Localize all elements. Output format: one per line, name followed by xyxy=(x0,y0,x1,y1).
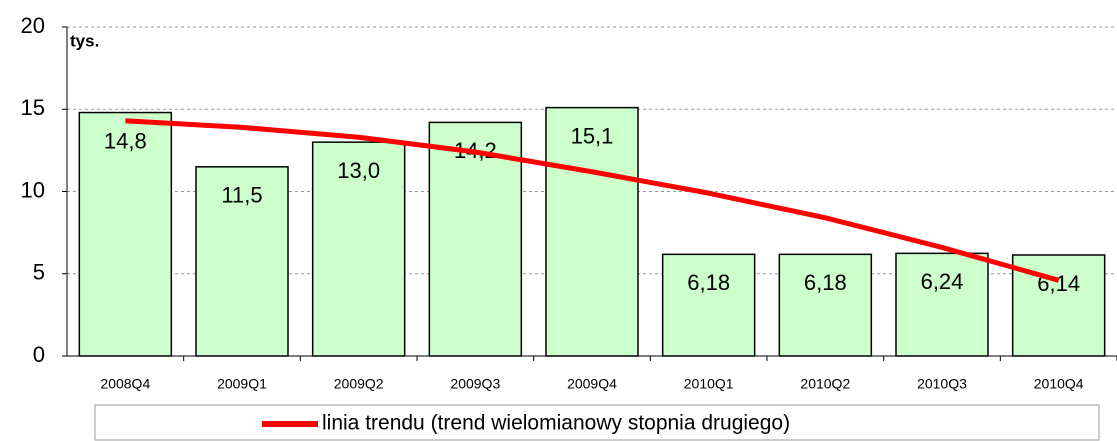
value-label: 15,1 xyxy=(571,123,614,148)
bar xyxy=(311,141,406,357)
x-tick-label: 2009Q2 xyxy=(334,376,384,392)
bar xyxy=(545,106,639,357)
y-tick-label: 10 xyxy=(21,177,45,202)
value-label: 6,18 xyxy=(804,270,847,295)
y-tick-label: 20 xyxy=(21,13,45,38)
bar xyxy=(661,253,756,357)
value-label: 6,24 xyxy=(921,269,964,294)
bar xyxy=(195,166,289,357)
x-tick-label: 2009Q3 xyxy=(450,376,500,392)
value-label: 11,5 xyxy=(221,183,262,208)
bar xyxy=(78,111,173,357)
x-tick-label: 2010Q4 xyxy=(1034,376,1084,392)
bar xyxy=(895,252,989,357)
x-tick-label: 2010Q3 xyxy=(917,376,967,392)
bar xyxy=(428,121,523,357)
x-tick-label: 2010Q2 xyxy=(800,376,850,392)
legend-label: linia trendu (trend wielomianowy stopnia… xyxy=(322,412,790,435)
bar xyxy=(778,253,873,357)
y-tick-label: 0 xyxy=(33,342,45,367)
x-tick-label: 2010Q1 xyxy=(684,376,734,392)
x-tick-label: 2008Q4 xyxy=(100,376,150,392)
x-tick-label: 2009Q4 xyxy=(567,376,617,392)
y-tick-label: 15 xyxy=(21,95,45,120)
value-label: 13,0 xyxy=(337,158,380,183)
x-tick-label: 2009Q1 xyxy=(217,376,267,392)
value-label: 14,8 xyxy=(104,128,147,153)
trend-line xyxy=(125,118,1060,283)
y-tick-label: 5 xyxy=(33,260,45,285)
value-label: 6,18 xyxy=(687,270,730,295)
unit-label: tys. xyxy=(70,31,99,50)
